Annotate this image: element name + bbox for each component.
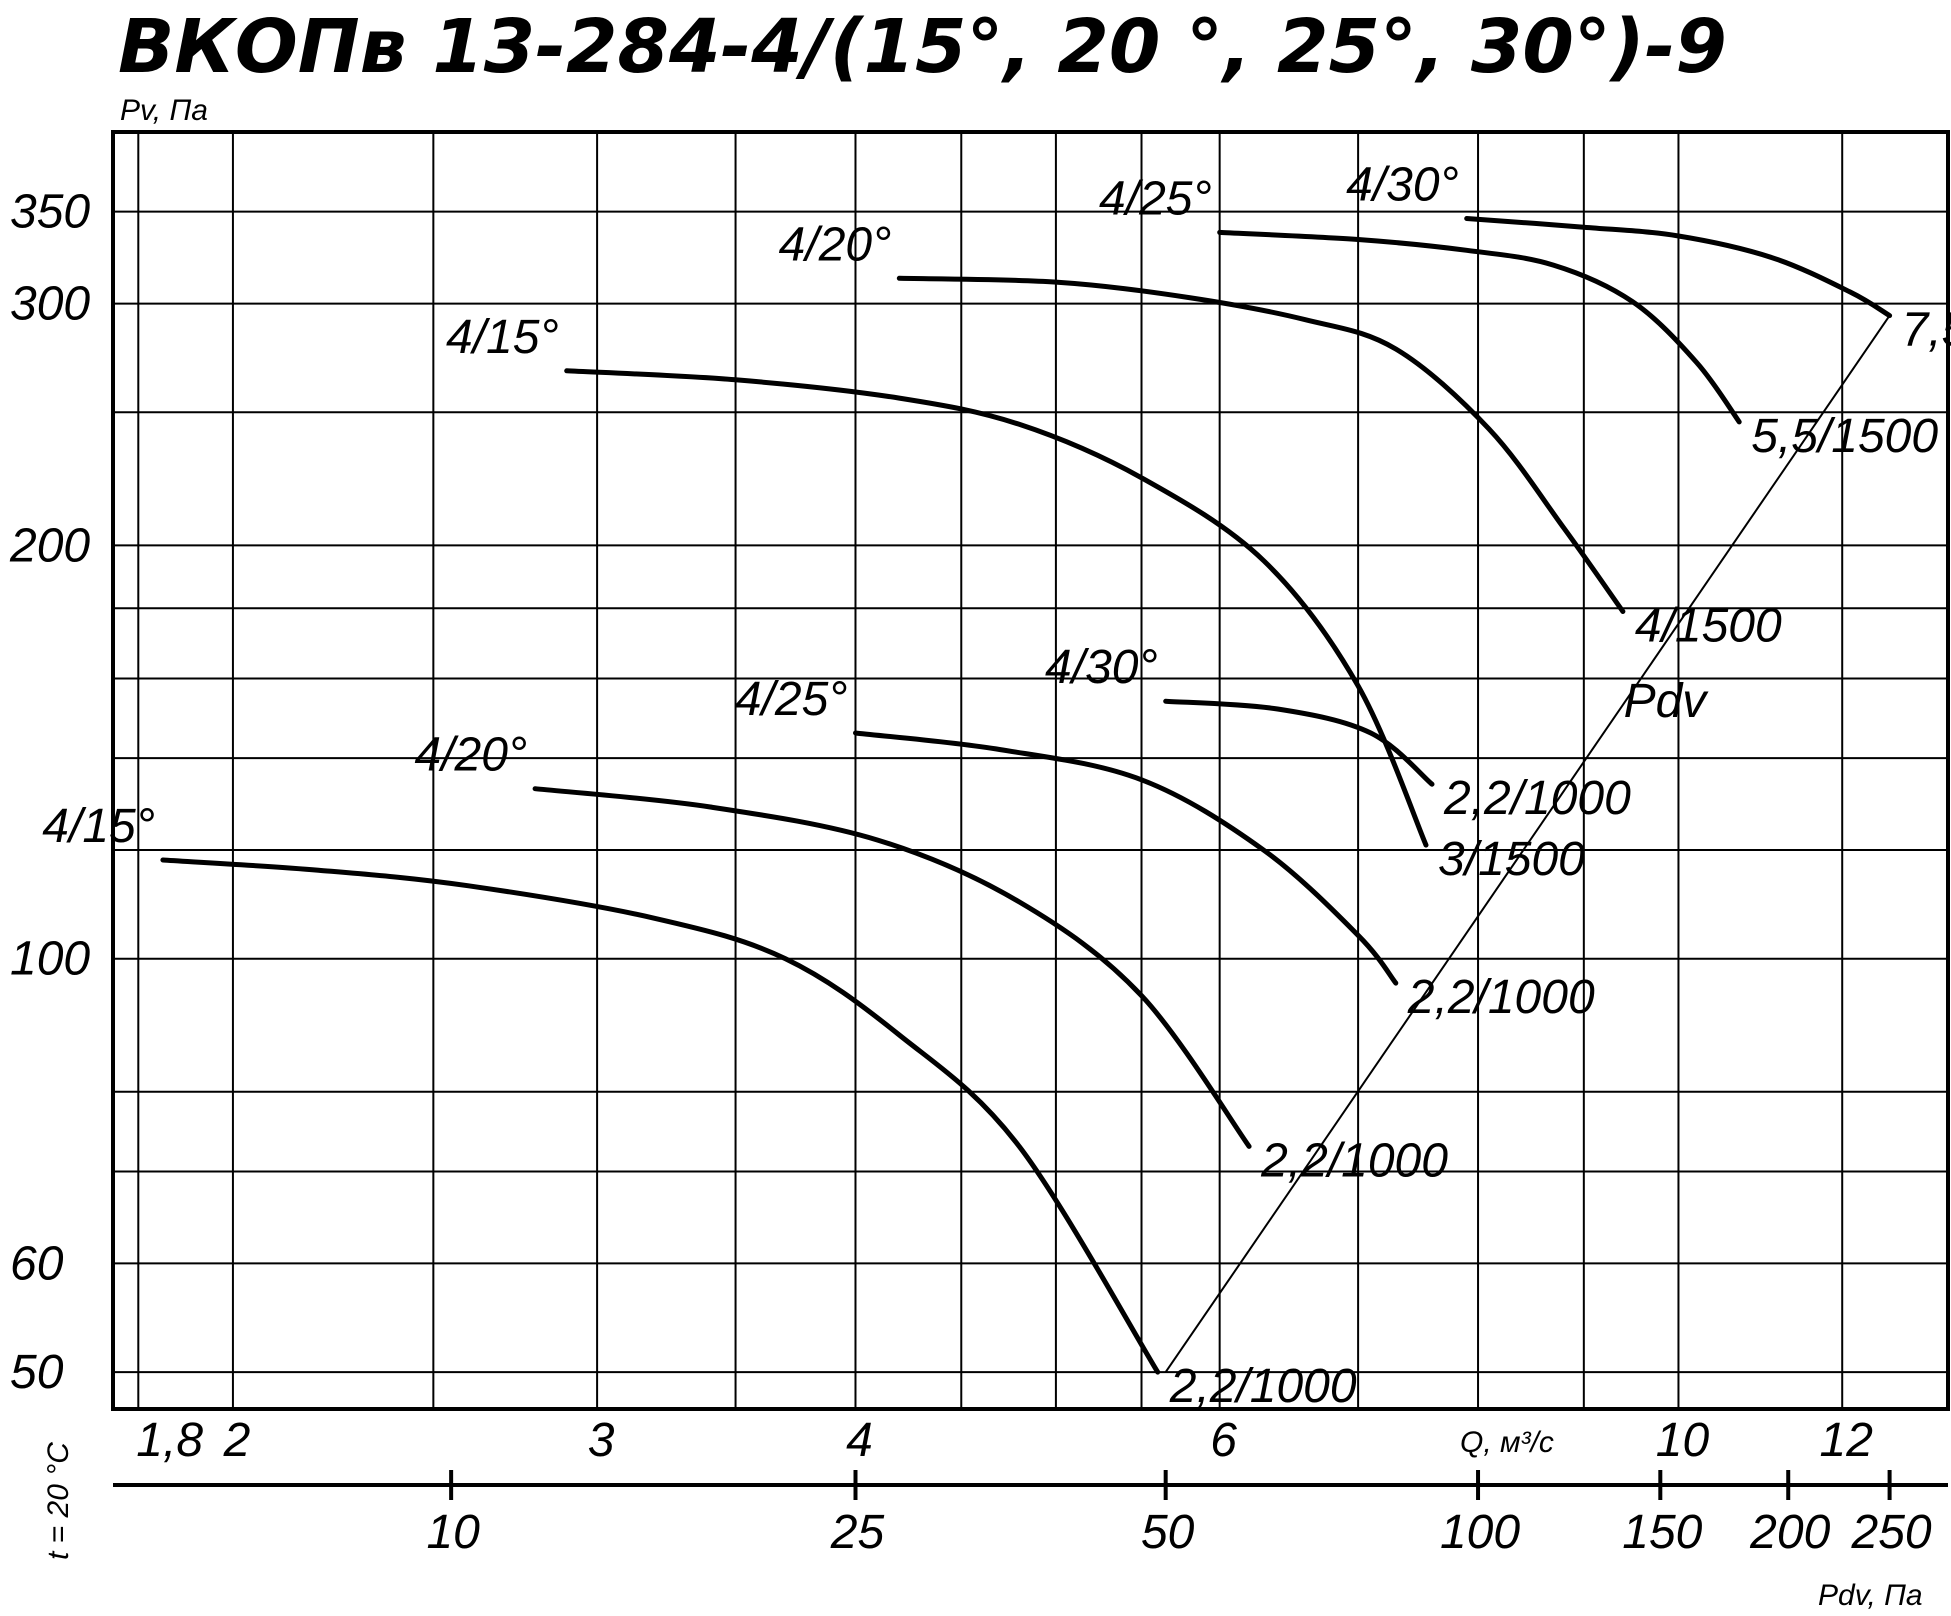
temperature-label: t = 20 °C bbox=[42, 1442, 75, 1560]
x-tick-label: 12 bbox=[1820, 1414, 1873, 1467]
y-tick-label: 350 bbox=[10, 186, 90, 239]
plot-frame bbox=[111, 130, 1950, 1411]
series-start-label: 4/15° bbox=[42, 800, 155, 853]
pdv-axis-label: Pdv, Па bbox=[1818, 1579, 1923, 1612]
x-axis-label: Q, м³/с bbox=[1460, 1426, 1554, 1459]
series-end-label: 3/1500 bbox=[1438, 833, 1585, 886]
pdv-line-label: Pdv bbox=[1624, 675, 1710, 728]
y-tick-label: 200 bbox=[9, 519, 90, 572]
pdv-tick-label: 250 bbox=[1851, 1506, 1932, 1559]
series-start-label: 4/25° bbox=[735, 673, 848, 726]
x-tick-label: 3 bbox=[588, 1414, 615, 1467]
pdv-line bbox=[1164, 315, 1891, 1373]
series-start-label: 4/30° bbox=[1045, 641, 1158, 694]
series-curve bbox=[1163, 698, 1435, 787]
grid bbox=[113, 132, 1948, 1409]
series-group: 4/15° 2,2/1000 4/20° 2,2/1000 4/25° 2,2/1000 4… bbox=[42, 158, 1951, 1413]
pdv-line-group: Pdv bbox=[1164, 315, 1891, 1373]
x-tick-label: 10 bbox=[1656, 1414, 1710, 1467]
series-start-label: 4/20° bbox=[415, 729, 528, 782]
x-tick-label: 4 bbox=[846, 1414, 873, 1467]
series-start-label: 4/25° bbox=[1099, 172, 1212, 225]
x-tick-label: 1,8 bbox=[136, 1414, 203, 1467]
x-tick-label: 2 bbox=[223, 1414, 251, 1467]
series-curve bbox=[1217, 229, 1742, 425]
series-end-label: 2,2/1000 bbox=[1260, 1134, 1448, 1187]
y-tick-label: 100 bbox=[10, 933, 90, 986]
series-curve bbox=[896, 275, 1626, 614]
y-tick-label: 60 bbox=[10, 1237, 64, 1290]
pdv-tick-label: 10 bbox=[426, 1506, 480, 1559]
y-axis: 350 300 200 100 60 50 bbox=[9, 186, 90, 1399]
series-end-label: 4/1500 bbox=[1635, 600, 1782, 653]
series-end-label: 2,2/1000 bbox=[1407, 971, 1595, 1024]
series-start-label: 4/15° bbox=[446, 311, 559, 364]
y-axis-label: Pv, Па bbox=[120, 94, 208, 127]
pdv-tick-label: 150 bbox=[1622, 1506, 1702, 1559]
series-end-label: 5,5/1500 bbox=[1751, 410, 1938, 463]
pdv-scale: 10 25 50 100 150 200 250 bbox=[426, 1470, 1932, 1559]
series-curve bbox=[853, 730, 1399, 986]
series-curve bbox=[160, 857, 1161, 1375]
series-curve bbox=[1464, 216, 1893, 319]
pdv-tick-label: 100 bbox=[1440, 1506, 1520, 1559]
pdv-tick-label: 25 bbox=[830, 1506, 885, 1559]
series-end-label: 2,2/1000 bbox=[1169, 1360, 1357, 1413]
chart-title: ВКОПв 13-284-4/(15°, 20 °, 25°, 30°)-9 bbox=[118, 4, 1727, 90]
series-curve bbox=[532, 786, 1252, 1149]
series-end-label: 2,2/1000 bbox=[1443, 772, 1631, 825]
pdv-tick-label: 200 bbox=[1749, 1506, 1830, 1559]
series-start-label: 4/20° bbox=[779, 218, 892, 271]
series-end-label: 7,5/1500 bbox=[1902, 304, 1951, 357]
series-start-label: 4/30° bbox=[1346, 158, 1459, 211]
pdv-tick-label: 50 bbox=[1141, 1506, 1195, 1559]
y-tick-label: 50 bbox=[10, 1346, 64, 1399]
y-tick-label: 300 bbox=[10, 278, 90, 331]
x-axis: 1,8 2 3 4 6 10 12 bbox=[136, 1414, 1873, 1467]
series-curve bbox=[564, 368, 1429, 848]
x-tick-label: 6 bbox=[1210, 1414, 1237, 1467]
